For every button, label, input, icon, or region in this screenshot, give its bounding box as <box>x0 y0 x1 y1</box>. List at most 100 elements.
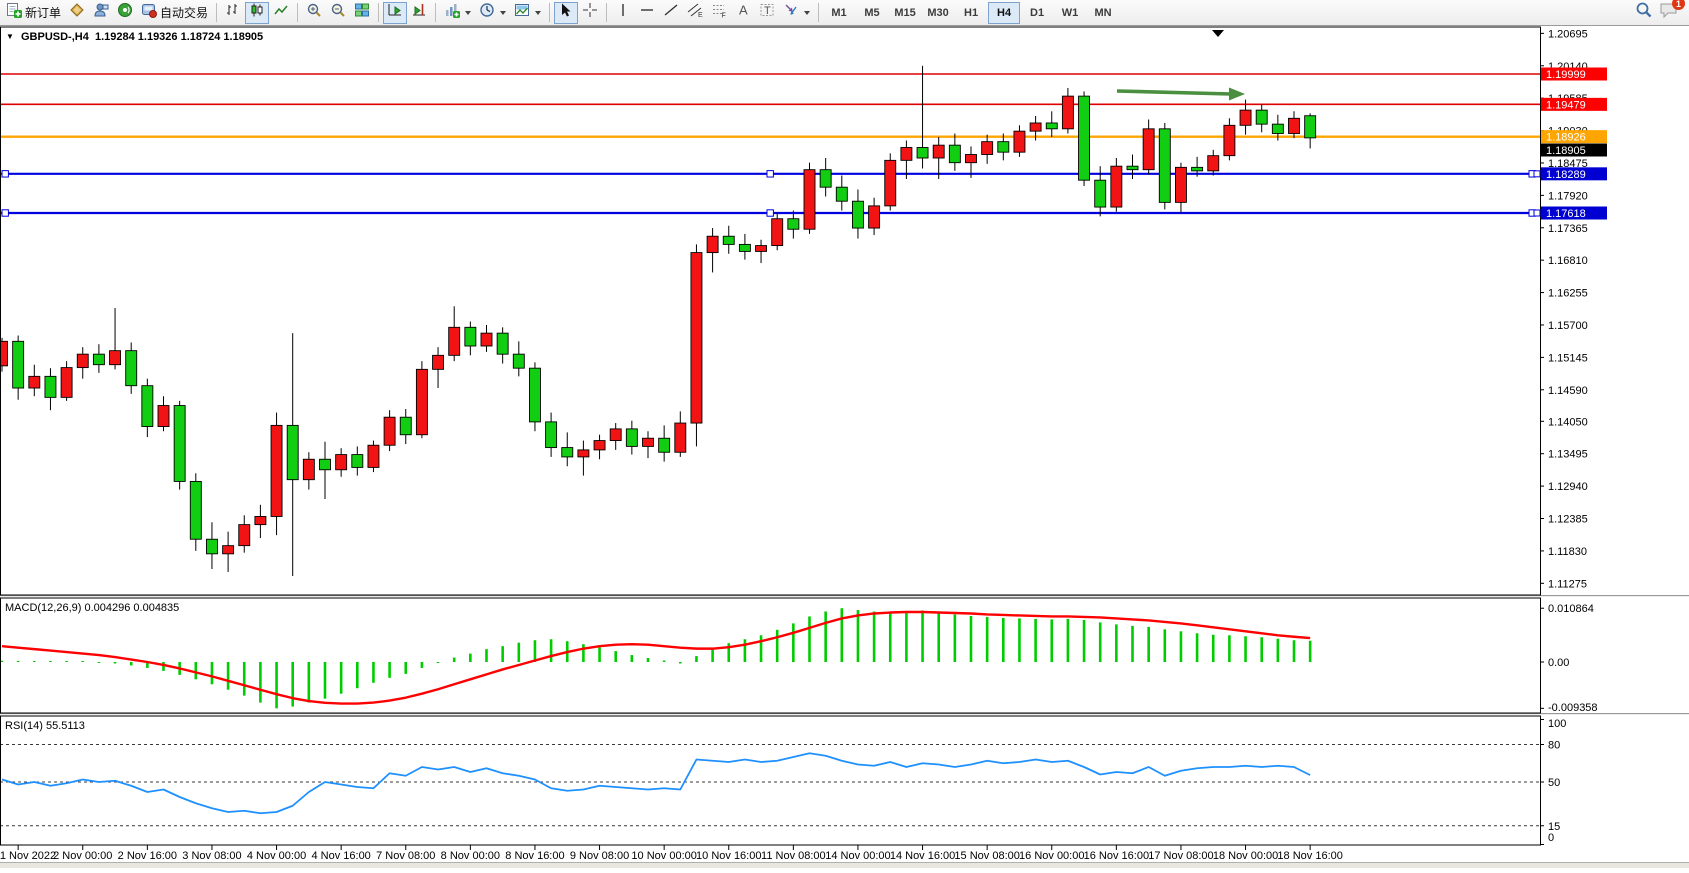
candle-body <box>383 416 396 446</box>
svg-text:17 Nov 08:00: 17 Nov 08:00 <box>1148 850 1213 862</box>
trend-arrow[interactable] <box>1116 87 1245 101</box>
candle-body <box>60 367 73 398</box>
toolbar-right: 1 <box>1635 0 1687 24</box>
svg-text:1 Nov 2022: 1 Nov 2022 <box>0 850 56 862</box>
candlestick-button[interactable] <box>245 1 270 24</box>
pane-frames <box>0 26 1689 846</box>
svg-text:1.14590: 1.14590 <box>1548 385 1588 397</box>
hline-1.18289[interactable] <box>0 170 1540 178</box>
zoom-in-icon <box>306 2 322 23</box>
svg-text:15 Nov 08:00: 15 Nov 08:00 <box>954 850 1019 862</box>
terminal-button[interactable] <box>89 2 113 24</box>
chart-shift-icon <box>411 2 427 23</box>
hline-1.17618[interactable] <box>0 209 1540 217</box>
candle-body <box>835 186 848 202</box>
collapse-triangle-icon[interactable]: ▼ <box>6 32 14 41</box>
candle-body <box>141 385 154 428</box>
timeframe-d1[interactable]: D1 <box>1030 6 1045 19</box>
line-handle[interactable] <box>1 209 9 217</box>
svg-text:10 Nov 00:00: 10 Nov 00:00 <box>631 850 696 862</box>
macd-axis: 0.010864 0.00 -0.009358 <box>1540 603 1598 714</box>
svg-text:1.18926: 1.18926 <box>1546 132 1586 144</box>
candle-body <box>1174 166 1187 203</box>
text-label-button[interactable]: T <box>755 2 779 24</box>
line-handle[interactable] <box>766 209 774 217</box>
auto-scroll-button[interactable] <box>383 1 408 24</box>
autotrading-button[interactable]: 自动交易 <box>137 2 212 24</box>
timeframe-w1[interactable]: W1 <box>1061 6 1079 19</box>
candle-body <box>125 350 138 387</box>
chart-shift-button[interactable] <box>407 2 431 24</box>
new-order-button[interactable]: 新订单 <box>2 2 65 24</box>
candle-body <box>642 437 654 447</box>
bar-chart-button[interactable] <box>221 2 245 24</box>
timeframe-m15[interactable]: M15 <box>894 6 916 19</box>
candle-body <box>997 141 1010 153</box>
chat-bubble-button[interactable]: 1 <box>1659 0 1685 24</box>
svg-text:1.18905: 1.18905 <box>1546 145 1586 157</box>
price-axis[interactable]: 1.206951.201401.195851.190301.184751.179… <box>1540 28 1588 590</box>
trendline-button[interactable] <box>659 2 683 24</box>
auto-scroll-icon <box>387 2 403 23</box>
zoom-in-button[interactable] <box>302 2 326 24</box>
candle-body <box>0 340 8 367</box>
cursor-button[interactable] <box>554 1 579 24</box>
chart-window[interactable]: ▼ GBPUSD-,H4 1.19284 1.19326 1.18724 1.1… <box>0 26 1689 868</box>
candle-body <box>12 340 25 389</box>
alerts-button[interactable] <box>113 2 137 24</box>
search-icon[interactable] <box>1635 1 1653 24</box>
vertical-line-button[interactable] <box>611 2 635 24</box>
toolbar-separator <box>216 3 218 22</box>
candle-body <box>722 235 735 245</box>
candle-body <box>674 422 687 453</box>
line-handle[interactable] <box>766 170 774 178</box>
timeframe-mn[interactable]: MN <box>1094 6 1112 19</box>
indicators-button[interactable] <box>440 2 475 24</box>
arrows-button[interactable] <box>779 2 814 24</box>
candle-body <box>577 449 590 458</box>
svg-text:1.14050: 1.14050 <box>1548 416 1588 428</box>
text-button[interactable]: A <box>731 2 755 24</box>
chevron-down-icon <box>804 10 811 15</box>
periods-button[interactable] <box>475 2 510 24</box>
candle-body <box>1191 166 1204 172</box>
arrows-icon <box>783 2 799 23</box>
candle-body <box>157 405 170 428</box>
svg-text:2 Nov 00:00: 2 Nov 00:00 <box>53 850 112 862</box>
tile-windows-button[interactable] <box>350 2 374 24</box>
crosshair-button[interactable] <box>578 2 602 24</box>
candle-body <box>109 350 122 366</box>
fibonacci-button[interactable]: F <box>707 2 731 24</box>
channel-icon: E <box>687 2 703 23</box>
chart-canvas[interactable]: 1.206951.201401.195851.190301.184751.179… <box>0 26 1689 868</box>
candle-body <box>545 421 558 449</box>
toolbar-separator <box>297 3 299 22</box>
equidistant-channel-button[interactable]: E <box>683 2 707 24</box>
candle-body <box>1158 128 1171 203</box>
svg-text:1.15700: 1.15700 <box>1548 320 1588 332</box>
ohlc-bars-icon <box>225 2 241 23</box>
templates-button[interactable] <box>510 2 545 24</box>
line-chart-icon <box>273 2 289 23</box>
svg-text:18 Nov 16:00: 18 Nov 16:00 <box>1277 850 1342 862</box>
horizontal-line-button[interactable] <box>635 2 659 24</box>
timeframe-m30[interactable]: M30 <box>927 6 949 19</box>
template-icon <box>514 2 530 23</box>
candle-body <box>496 332 509 355</box>
candle-body <box>932 144 945 159</box>
candle-body <box>367 444 380 468</box>
timeframe-h1[interactable]: H1 <box>964 6 979 19</box>
candle-body <box>415 368 428 436</box>
svg-text:1.15145: 1.15145 <box>1548 352 1588 364</box>
chart-shift-marker[interactable] <box>1212 30 1224 37</box>
timeframe-m5[interactable]: M5 <box>864 6 880 19</box>
timeframe-m1[interactable]: M1 <box>831 6 847 19</box>
line-chart-button[interactable] <box>269 2 293 24</box>
candle-body <box>738 243 751 252</box>
line-handle[interactable] <box>1 170 9 178</box>
timeframe-h4[interactable]: H4 <box>988 1 1021 24</box>
zoom-out-button[interactable] <box>326 2 350 24</box>
candle-body <box>1126 165 1139 171</box>
market-watch-button[interactable] <box>65 2 89 24</box>
